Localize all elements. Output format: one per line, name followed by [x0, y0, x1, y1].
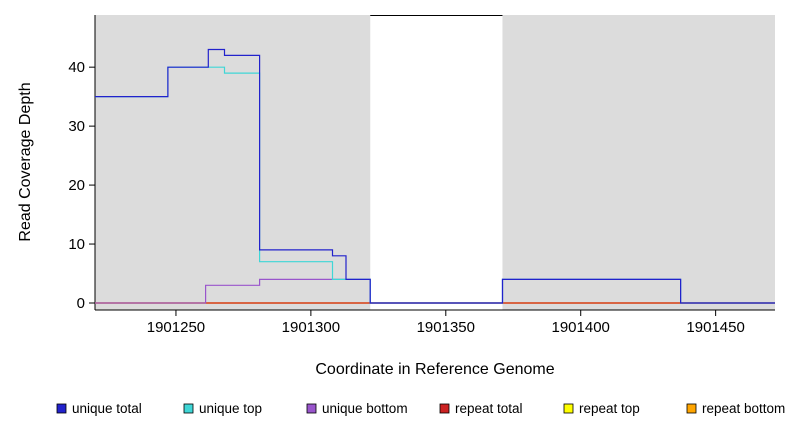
- x-tick-label: 1901300: [282, 319, 340, 336]
- legend-item-repeat-total: repeat total: [439, 401, 523, 416]
- legend-swatch-unique-total: [56, 403, 67, 414]
- x-tick-label: 1901400: [552, 319, 610, 336]
- y-tick-label: 20: [68, 177, 85, 194]
- legend-label: unique top: [199, 401, 262, 416]
- legend-swatch-repeat-total: [439, 403, 450, 414]
- legend-label: unique bottom: [322, 401, 408, 416]
- legend-swatch-repeat-top: [563, 403, 574, 414]
- legend-label: repeat top: [579, 401, 640, 416]
- y-axis-title: Read Coverage Depth: [17, 82, 34, 241]
- x-tick-label: 1901250: [147, 319, 205, 336]
- x-axis-title: Coordinate in Reference Genome: [315, 361, 554, 378]
- legend-label: repeat total: [455, 401, 523, 416]
- x-tick-label: 1901450: [686, 319, 744, 336]
- legend-swatch-unique-top: [183, 403, 194, 414]
- y-tick-label: 10: [68, 236, 85, 253]
- y-tick-label: 30: [68, 118, 85, 135]
- legend-item-unique-bottom: unique bottom: [306, 401, 408, 416]
- plot-area: 1901250 1901300 1901350 1901400 1901450 0 10 20…: [68, 15, 775, 336]
- legend-item-repeat-top: repeat top: [563, 401, 640, 416]
- legend-swatch-repeat-bottom: [686, 403, 697, 414]
- y-tick-label: 0: [77, 295, 85, 312]
- series-line-unique-total: [95, 48, 775, 304]
- legend-swatch-unique-bottom: [306, 403, 317, 414]
- legend-item-unique-top: unique top: [183, 401, 262, 416]
- legend-label: unique total: [72, 401, 142, 416]
- legend-item-unique-total: unique total: [56, 401, 142, 416]
- legend-item-repeat-bottom: repeat bottom: [686, 401, 785, 416]
- legend-label: repeat bottom: [702, 401, 785, 416]
- x-tick-label: 1901350: [417, 319, 475, 336]
- masked-region: [370, 15, 503, 310]
- legend: unique total unique top unique bottom repea…: [56, 401, 785, 416]
- y-tick-label: 40: [68, 59, 85, 76]
